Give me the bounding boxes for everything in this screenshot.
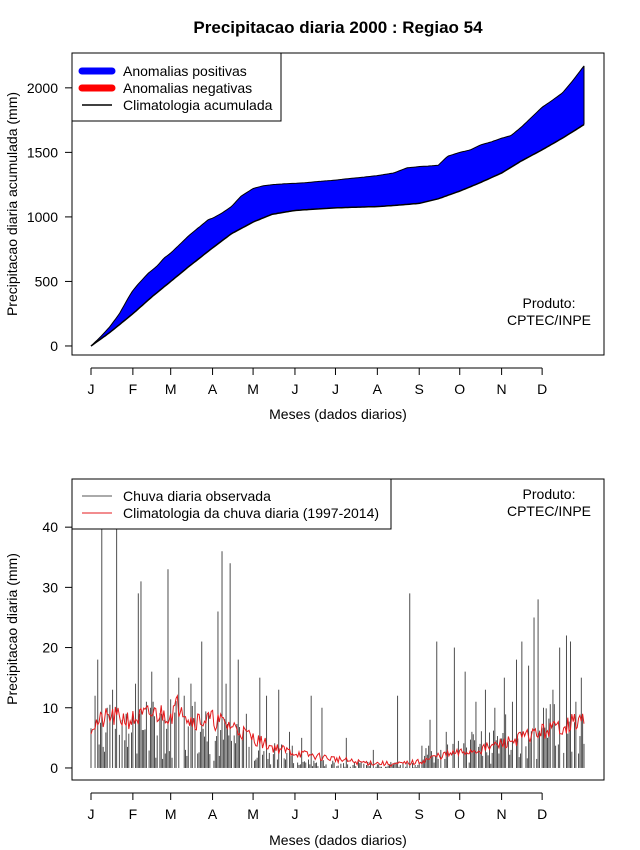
cumulative-product-annotation-line2: CPTEC/INPE <box>507 312 591 328</box>
cumulative-y-tick-label: 0 <box>50 338 58 354</box>
daily-y-tick-label: 40 <box>42 519 58 535</box>
daily-x-axis-label: Meses (dados diarios) <box>269 832 407 848</box>
daily-x-tick-label: A <box>208 806 218 822</box>
chart-title: Precipitacao diaria 2000 : Regiao 54 <box>193 18 483 37</box>
cumulative-x-tick-label: O <box>454 381 465 397</box>
cumulative-y-tick-label: 1500 <box>27 144 58 160</box>
observed-cumulative-line <box>90 65 585 347</box>
daily-y-tick-label: 20 <box>42 640 58 656</box>
positive-anomaly-area <box>91 65 584 347</box>
daily-observed-bars <box>90 527 585 768</box>
cumulative-x-tick-label: D <box>537 381 547 397</box>
daily-y-tick-label: 30 <box>42 579 58 595</box>
cumulative-x-tick-label: A <box>373 381 383 397</box>
daily-x-tick-label: A <box>373 806 383 822</box>
cumulative-x-tick-label: S <box>415 381 424 397</box>
daily-climatology-layer <box>90 693 585 768</box>
legend-label-anomalias-negativas: Anomalias negativas <box>123 80 252 96</box>
cumulative-x-tick-label: J <box>332 381 339 397</box>
cumulative-x-tick-label: A <box>208 381 218 397</box>
daily-chart-panel: 0 10 20 30 40 J F M A M J J A S O N D Meses (dados diar… <box>4 478 605 848</box>
daily-x-tick-label: F <box>129 806 138 822</box>
legend-label-chuva-diaria-observada: Chuva diaria observada <box>123 488 271 504</box>
cumulative-x-tick-label: J <box>291 381 298 397</box>
cumulative-product-annotation-line1: Produto: <box>523 295 576 311</box>
cumulative-y-tick-label: 2000 <box>27 80 58 96</box>
cumulative-area-layer <box>90 65 585 347</box>
cumulative-y-tick-label: 1000 <box>27 209 58 225</box>
daily-x-tick-label: O <box>454 806 465 822</box>
cumulative-y-axis: 0 500 1000 1500 2000 <box>27 80 73 354</box>
cumulative-x-tick-label: N <box>497 381 507 397</box>
cumulative-chart-panel: 0 500 1000 1500 2000 J F M A M J J A S O N D Meses (dad… <box>4 52 605 422</box>
daily-x-tick-label: M <box>247 806 259 822</box>
legend-label-climatologia-acumulada: Climatologia acumulada <box>123 97 273 113</box>
daily-y-tick-label: 0 <box>50 760 58 776</box>
daily-x-tick-label: M <box>165 806 177 822</box>
climatology-cumulative-line <box>90 123 585 347</box>
daily-x-tick-label: J <box>88 806 95 822</box>
daily-x-tick-label: S <box>415 806 424 822</box>
daily-product-annotation-line1: Produto: <box>523 486 576 502</box>
daily-x-tick-label: N <box>497 806 507 822</box>
daily-product-annotation-line2: CPTEC/INPE <box>507 503 591 519</box>
daily-x-tick-label: D <box>537 806 547 822</box>
daily-y-axis-label: Precipitacao diaria (mm) <box>4 553 20 705</box>
daily-x-tick-label: J <box>291 806 298 822</box>
daily-y-axis: 0 10 20 30 40 <box>42 519 73 776</box>
legend-label-climatologia-chuva-diaria: Climatologia da chuva diaria (1997-2014) <box>123 505 379 521</box>
daily-y-tick-label: 10 <box>42 700 58 716</box>
cumulative-x-tick-label: F <box>129 381 138 397</box>
daily-legend: Chuva diaria observada Climatologia da c… <box>71 478 392 530</box>
legend-label-anomalias-positivas: Anomalias positivas <box>123 63 247 79</box>
cumulative-y-tick-label: 500 <box>35 273 59 289</box>
cumulative-x-tick-label: M <box>247 381 259 397</box>
cumulative-legend: Anomalias positivas Anomalias negativas … <box>71 52 282 122</box>
daily-x-tick-label: J <box>332 806 339 822</box>
daily-climatology-line <box>90 693 585 768</box>
daily-legend-box <box>71 478 392 530</box>
cumulative-y-axis-label: Precipitacao diaria acumulada (mm) <box>4 92 20 316</box>
cumulative-x-tick-label: J <box>88 381 95 397</box>
cumulative-x-axis-label: Meses (dados diarios) <box>269 406 407 422</box>
cumulative-x-tick-label: M <box>165 381 177 397</box>
